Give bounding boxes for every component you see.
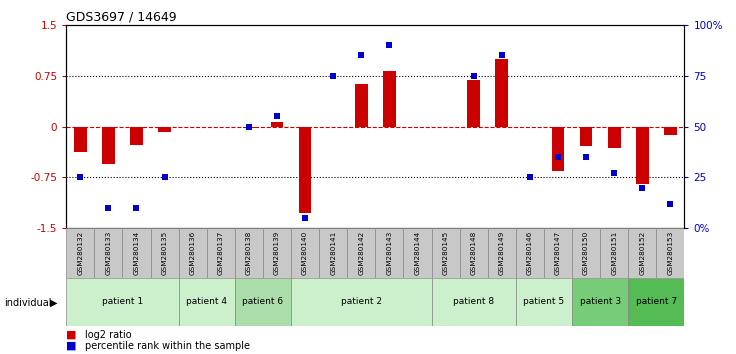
Bar xyxy=(460,228,488,278)
Bar xyxy=(158,127,171,132)
Bar xyxy=(291,228,319,278)
Bar xyxy=(355,85,367,127)
Text: GSM280153: GSM280153 xyxy=(668,231,673,275)
Text: ▶: ▶ xyxy=(50,298,57,308)
Bar xyxy=(580,127,592,145)
Bar xyxy=(629,278,684,326)
Bar xyxy=(495,59,508,127)
Text: GSM280143: GSM280143 xyxy=(386,231,392,275)
Text: ■: ■ xyxy=(66,330,77,339)
Text: GDS3697 / 14649: GDS3697 / 14649 xyxy=(66,11,177,24)
Bar xyxy=(263,228,291,278)
Bar xyxy=(488,228,516,278)
Text: GSM280139: GSM280139 xyxy=(274,231,280,275)
Bar xyxy=(66,278,179,326)
Bar xyxy=(243,127,255,128)
Bar xyxy=(572,228,600,278)
Bar xyxy=(235,228,263,278)
Text: percentile rank within the sample: percentile rank within the sample xyxy=(85,341,250,351)
Text: patient 2: patient 2 xyxy=(341,297,382,306)
Bar xyxy=(319,228,347,278)
Bar xyxy=(629,228,657,278)
Text: GSM280148: GSM280148 xyxy=(471,231,477,275)
Text: GSM280150: GSM280150 xyxy=(583,231,589,275)
Text: GSM280146: GSM280146 xyxy=(527,231,533,275)
Text: patient 5: patient 5 xyxy=(523,297,565,306)
Bar xyxy=(271,122,283,127)
Text: GSM280135: GSM280135 xyxy=(162,231,168,275)
Text: GSM280138: GSM280138 xyxy=(246,231,252,275)
Bar xyxy=(151,228,179,278)
Text: GSM280151: GSM280151 xyxy=(611,231,618,275)
Text: GSM280145: GSM280145 xyxy=(442,231,449,275)
Text: GSM280147: GSM280147 xyxy=(555,231,561,275)
Text: log2 ratio: log2 ratio xyxy=(85,330,131,339)
Bar xyxy=(467,80,480,127)
Text: GSM280134: GSM280134 xyxy=(133,231,140,275)
Text: GSM280142: GSM280142 xyxy=(358,231,364,275)
Bar xyxy=(291,278,431,326)
Bar xyxy=(102,127,115,164)
Bar xyxy=(375,228,403,278)
Bar xyxy=(600,228,629,278)
Bar xyxy=(664,127,676,135)
Text: patient 4: patient 4 xyxy=(186,297,227,306)
Bar xyxy=(516,228,544,278)
Text: GSM280133: GSM280133 xyxy=(105,231,111,275)
Text: GSM280140: GSM280140 xyxy=(302,231,308,275)
Bar xyxy=(608,127,620,148)
Text: GSM280141: GSM280141 xyxy=(330,231,336,275)
Bar xyxy=(516,278,572,326)
Text: GSM280137: GSM280137 xyxy=(218,231,224,275)
Bar xyxy=(431,228,460,278)
Bar xyxy=(179,278,235,326)
Bar xyxy=(235,278,291,326)
Text: GSM280136: GSM280136 xyxy=(190,231,196,275)
Bar xyxy=(94,228,122,278)
Bar xyxy=(66,228,94,278)
Bar xyxy=(636,127,648,184)
Text: patient 7: patient 7 xyxy=(636,297,677,306)
Text: GSM280149: GSM280149 xyxy=(499,231,505,275)
Bar xyxy=(403,228,431,278)
Text: patient 8: patient 8 xyxy=(453,297,495,306)
Text: GSM280132: GSM280132 xyxy=(77,231,83,275)
Text: patient 1: patient 1 xyxy=(102,297,143,306)
Bar xyxy=(122,228,151,278)
Bar xyxy=(544,228,572,278)
Bar xyxy=(572,278,629,326)
Bar xyxy=(179,228,207,278)
Bar xyxy=(552,127,565,171)
Text: ■: ■ xyxy=(66,341,77,351)
Bar xyxy=(299,127,311,213)
Bar xyxy=(347,228,375,278)
Bar xyxy=(431,278,516,326)
Text: individual: individual xyxy=(4,298,52,308)
Text: GSM280144: GSM280144 xyxy=(414,231,420,275)
Bar xyxy=(130,127,143,145)
Bar xyxy=(207,228,235,278)
Text: patient 6: patient 6 xyxy=(242,297,283,306)
Bar xyxy=(383,71,396,127)
Bar xyxy=(74,127,87,152)
Bar xyxy=(657,228,684,278)
Text: GSM280152: GSM280152 xyxy=(640,231,645,275)
Text: patient 3: patient 3 xyxy=(580,297,620,306)
